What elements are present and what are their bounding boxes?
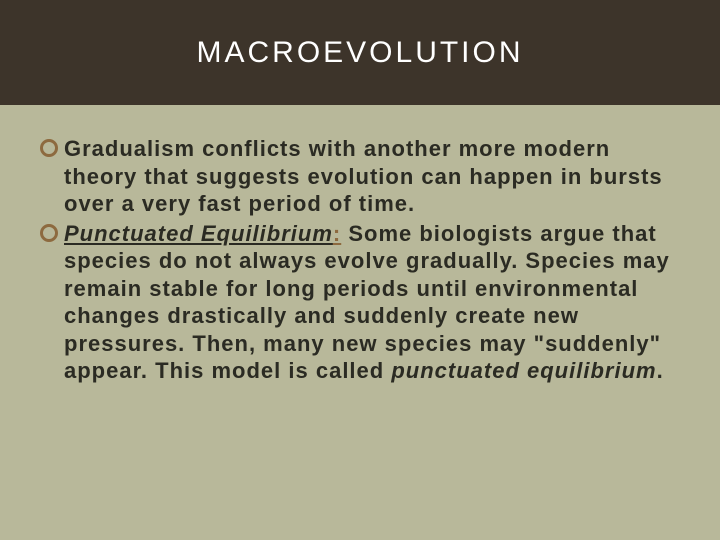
term-colon: : — [333, 221, 341, 246]
bullet-text: Punctuated Equilibrium: Some biologists … — [64, 220, 680, 385]
term-underlined: Punctuated Equilibrium — [64, 221, 333, 246]
slide-content: Gradualism conflicts with another more m… — [0, 105, 720, 407]
bullet-ring-icon — [40, 224, 58, 242]
slide-title: MACROEVOLUTION — [196, 36, 523, 70]
bullet-ring-icon — [40, 139, 58, 157]
header-bar: MACROEVOLUTION — [0, 0, 720, 105]
bullet-item: Gradualism conflicts with another more m… — [40, 135, 680, 218]
bullet-item: Punctuated Equilibrium: Some biologists … — [40, 220, 680, 385]
term-italic: punctuated equilibrium — [391, 358, 656, 383]
bullet-text: Gradualism conflicts with another more m… — [64, 135, 680, 218]
bullet-period: . — [657, 358, 664, 383]
